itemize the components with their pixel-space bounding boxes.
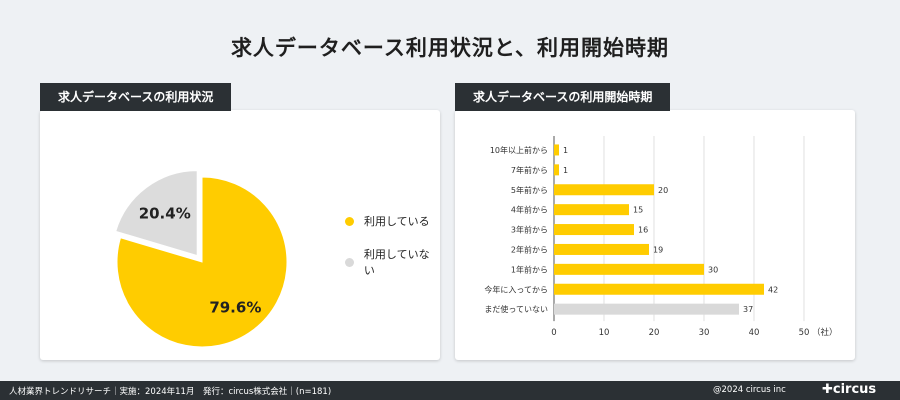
legend-swatch-not-using [345, 257, 354, 267]
pie-label-using: 79.6% [209, 299, 261, 317]
legend-swatch-using [345, 216, 354, 226]
category-label: 10年以上前から [490, 145, 548, 155]
category-label: まだ使っていない [484, 304, 548, 314]
x-tick-label: 0 [551, 328, 556, 338]
usage-card: 79.6% 20.4% 利用している 利用していない [40, 110, 440, 360]
bar [554, 263, 704, 275]
start-period-card: 0 10 20 30 40 50 （社） 10年以上前から 1 7年前から 1 5年前から 20 4年前か… [455, 110, 855, 360]
bar-value-label: 19 [653, 245, 663, 254]
legend-item-using: 利用している [345, 213, 430, 229]
category-label: 5年前から [511, 185, 548, 195]
bar [554, 204, 629, 216]
x-tick-label: 30 [699, 328, 710, 338]
bar [554, 184, 654, 196]
bar [554, 243, 649, 255]
bar [554, 303, 739, 315]
bar-value-label: 1 [563, 146, 568, 155]
bar [554, 144, 559, 156]
x-tick-label: 40 [749, 328, 760, 338]
footer-copyright: @2024 circus inc [713, 385, 786, 395]
start-period-tab-label: 求人データベースの利用開始時期 [455, 83, 671, 111]
bar-value-label: 30 [708, 265, 718, 274]
pie-label-not-using: 20.4% [139, 205, 191, 223]
legend-label-not-using: 利用していない [363, 248, 430, 277]
category-label: 3年前から [511, 225, 548, 235]
x-tick-label: 20 [649, 328, 660, 338]
category-label: 2年前から [511, 244, 548, 254]
category-label: 1年前から [511, 264, 548, 274]
bar [554, 224, 634, 236]
footer-bar: 人材業界トレンドリサーチ｜実施：2024年11月 発行：circus株式会社｜(… [0, 381, 900, 400]
pie-slice-using [116, 176, 288, 348]
category-label: 今年に入ってから [484, 284, 548, 294]
bar-value-label: 1 [563, 166, 568, 175]
bar-value-label: 15 [633, 206, 643, 215]
category-label: 4年前から [511, 205, 548, 215]
usage-pie-chart: 79.6% 20.4% [115, 170, 288, 348]
x-tick-label: 50 [799, 328, 810, 338]
page-title: 求人データベース利用状況と、利用開始時期 [230, 36, 670, 60]
legend-item-not-using: 利用していない [345, 246, 440, 278]
x-axis-unit: （社） [812, 327, 838, 338]
legend-label-using: 利用している [364, 215, 430, 228]
start-period-bar-chart: 0 10 20 30 40 50 （社） 10年以上前から 1 7年前から 1 5年前から 20 4年前か… [484, 136, 838, 338]
category-label: 7年前から [511, 165, 548, 175]
bar [554, 164, 559, 176]
footer-survey-info: 人材業界トレンドリサーチ｜実施：2024年11月 発行：circus株式会社｜(… [9, 387, 332, 397]
bar-value-label: 42 [768, 285, 778, 294]
x-tick-label: 10 [599, 328, 610, 338]
circus-logo: ✚circus [822, 382, 877, 397]
usage-tab-label: 求人データベースの利用状況 [40, 83, 232, 111]
bar-value-label: 16 [638, 226, 648, 235]
bar-value-label: 37 [743, 305, 753, 314]
bar-value-label: 20 [658, 186, 668, 195]
pie-slice-not-using [115, 170, 198, 257]
bar [554, 283, 764, 295]
